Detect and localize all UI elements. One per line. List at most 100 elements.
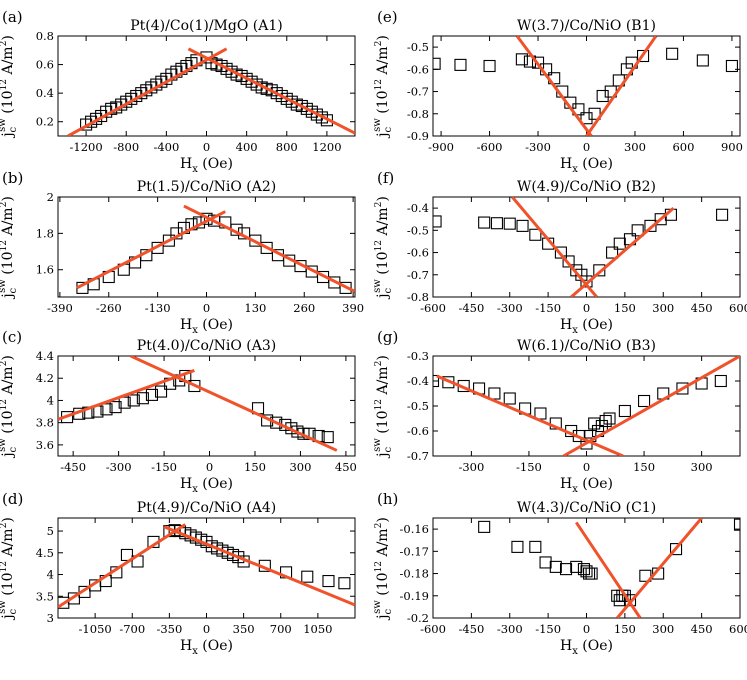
x-tick-label: 150 — [614, 622, 636, 636]
data-point — [270, 416, 283, 429]
data-point — [580, 112, 593, 125]
data-point — [321, 431, 334, 444]
x-tick-label: 300 — [624, 140, 646, 154]
y-tick-label: -0.6 — [407, 424, 429, 438]
chart-panel-2: -390 -260 -130 0 130 260 390 1.6 1.8 2 Pt(1.5)/Co/… — [0, 169, 364, 336]
x-tick-label: 0 — [583, 460, 590, 474]
data-point — [136, 392, 149, 405]
panel-label: (g) — [377, 328, 398, 346]
y-tick-label: -0.3 — [407, 349, 429, 363]
fit-line — [76, 210, 226, 290]
x-tick-label: 1050 — [303, 622, 332, 636]
y-tick-label: 1.6 — [36, 263, 54, 277]
x-axis-label: Hx (Oe) — [180, 317, 233, 336]
data-point — [559, 563, 573, 576]
data-point — [100, 403, 113, 416]
x-tick-label: -390 — [47, 301, 73, 315]
y-tick-label: -0.18 — [400, 567, 430, 581]
y-axis-label: jcsw (1012 A/m2) — [0, 35, 19, 139]
fit-lines — [58, 356, 338, 452]
y-tick-label: -0.7 — [407, 449, 429, 463]
y-tick-label: 2 — [47, 190, 54, 204]
data-point — [696, 54, 709, 67]
data-point — [585, 567, 598, 580]
data-point — [529, 228, 542, 241]
x-tick-label: 900 — [721, 140, 743, 154]
y-tick-label: -0.5 — [407, 399, 429, 413]
y-tick-label: 1.8 — [36, 226, 54, 240]
x-tick-label: 0 — [583, 140, 590, 154]
x-tick-label: -300 — [497, 301, 523, 315]
plot-frame — [57, 196, 356, 298]
chart-panel-8: -600 -450 -300 -150 0 150 300 450 600 -0.2 -0.19 -0… — [372, 490, 747, 657]
data-point — [529, 540, 542, 553]
data-point — [322, 574, 335, 588]
panel-title: W(6.1)/Co/NiO (B3) — [517, 338, 656, 354]
x-tick-label: 600 — [729, 622, 747, 636]
y-tick-label: 3.5 — [36, 589, 54, 603]
chart-panel-1: -1200 -800 -400 0 400 800 1200 0.2 0.4 0.6 0.8 Pt(4… — [0, 8, 356, 175]
x-tick-label: -300 — [525, 140, 551, 154]
panel-title: Pt(1.5)/Co/NiO (A2) — [137, 179, 276, 195]
y-tick-label: 0.4 — [36, 86, 54, 100]
data-point — [118, 396, 131, 409]
y-tick-label: -0.5 — [407, 223, 429, 237]
x-tick-label: -600 — [420, 622, 446, 636]
data-point — [588, 107, 601, 120]
data-point — [554, 246, 567, 259]
data-point — [562, 255, 575, 268]
plot-frame — [57, 355, 356, 457]
y-axis-label: jcsw (1012 A/m2) — [0, 196, 19, 300]
fit-line — [58, 369, 195, 421]
x-tick-label: -900 — [428, 140, 454, 154]
x-axis-label: Hx (Oe) — [560, 476, 613, 495]
y-tick-label: 4.4 — [36, 349, 54, 363]
x-tick-label: 800 — [276, 140, 298, 154]
data-point — [260, 241, 273, 254]
fit-line — [570, 206, 675, 297]
x-tick-label: -450 — [458, 301, 484, 315]
data-point — [516, 219, 529, 232]
fit-line — [511, 197, 598, 297]
x-tick-label: -300 — [458, 460, 484, 474]
data-point — [490, 217, 504, 230]
x-tick-label: 350 — [233, 622, 255, 636]
data-point — [603, 412, 616, 425]
x-tick-label: -300 — [497, 622, 523, 636]
chart-panel-7: -300 -150 0 150 300 -0.7 -0.6 -0.5 -0.4 -0.3 W(6.1… — [372, 328, 741, 495]
x-tick-label: -260 — [96, 301, 122, 315]
y-tick-label: 3.6 — [36, 438, 54, 452]
data-point — [716, 208, 729, 221]
x-tick-label: -450 — [458, 622, 484, 636]
x-tick-label: 300 — [691, 460, 713, 474]
y-tick-label: 4 — [47, 568, 54, 582]
x-tick-label: -450 — [60, 460, 86, 474]
x-tick-label: -1050 — [79, 622, 112, 636]
y-tick-label: 4.2 — [36, 371, 54, 385]
x-axis-label: Hx (Oe) — [180, 476, 233, 495]
data-point — [531, 56, 545, 69]
data-point — [127, 394, 140, 407]
data-point — [145, 388, 158, 401]
data-point — [631, 224, 644, 237]
x-tick-label: 300 — [652, 622, 674, 636]
x-tick-label: 0 — [203, 140, 210, 154]
y-tick-label: 4 — [47, 393, 54, 407]
data-point — [606, 246, 619, 259]
panel-label: (h) — [377, 490, 398, 508]
panel-title: Pt(4.9)/Co/NiO (A4) — [137, 500, 276, 516]
y-tick-label: -0.2 — [407, 611, 429, 625]
data-point — [666, 47, 679, 60]
x-tick-label: -700 — [119, 622, 145, 636]
fit-line — [130, 356, 338, 452]
x-tick-label: -150 — [516, 460, 542, 474]
data-point — [588, 417, 601, 430]
data-point — [654, 213, 667, 226]
panel-title: W(3.7)/Co/NiO (B1) — [517, 18, 656, 34]
x-tick-label: 0 — [206, 460, 213, 474]
fit-line — [616, 518, 703, 618]
x-tick-label: 260 — [293, 301, 315, 315]
data-point — [539, 556, 552, 569]
x-tick-label: -1200 — [70, 140, 103, 154]
